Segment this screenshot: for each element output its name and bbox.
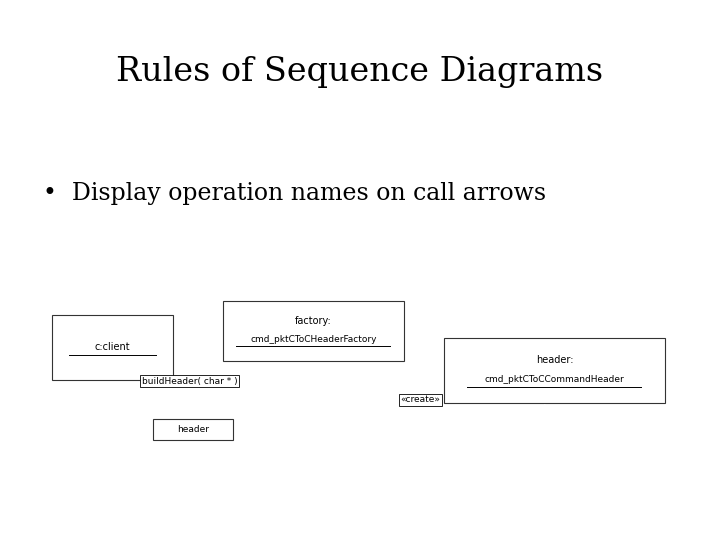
Text: c:client: c:client (95, 342, 130, 352)
Text: •  Display operation names on call arrows: • Display operation names on call arrows (43, 181, 546, 205)
Text: buildHeader( char * ): buildHeader( char * ) (142, 376, 238, 386)
Text: cmd_pktCToCHeaderFactory: cmd_pktCToCHeaderFactory (250, 335, 377, 344)
Text: <: < (89, 494, 95, 500)
Bar (223, 301, 404, 361)
Text: Rules of Sequence Diagrams: Rules of Sequence Diagrams (117, 56, 603, 89)
Bar (53, 315, 173, 380)
Bar (153, 419, 233, 440)
Text: cmd_pktCToCCommandHeader: cmd_pktCToCCommandHeader (485, 375, 624, 384)
Text: header: header (177, 426, 209, 434)
Text: «create»: «create» (400, 395, 441, 404)
Bar (444, 338, 665, 403)
Text: header:: header: (536, 355, 573, 365)
Text: factory:: factory: (295, 316, 332, 326)
